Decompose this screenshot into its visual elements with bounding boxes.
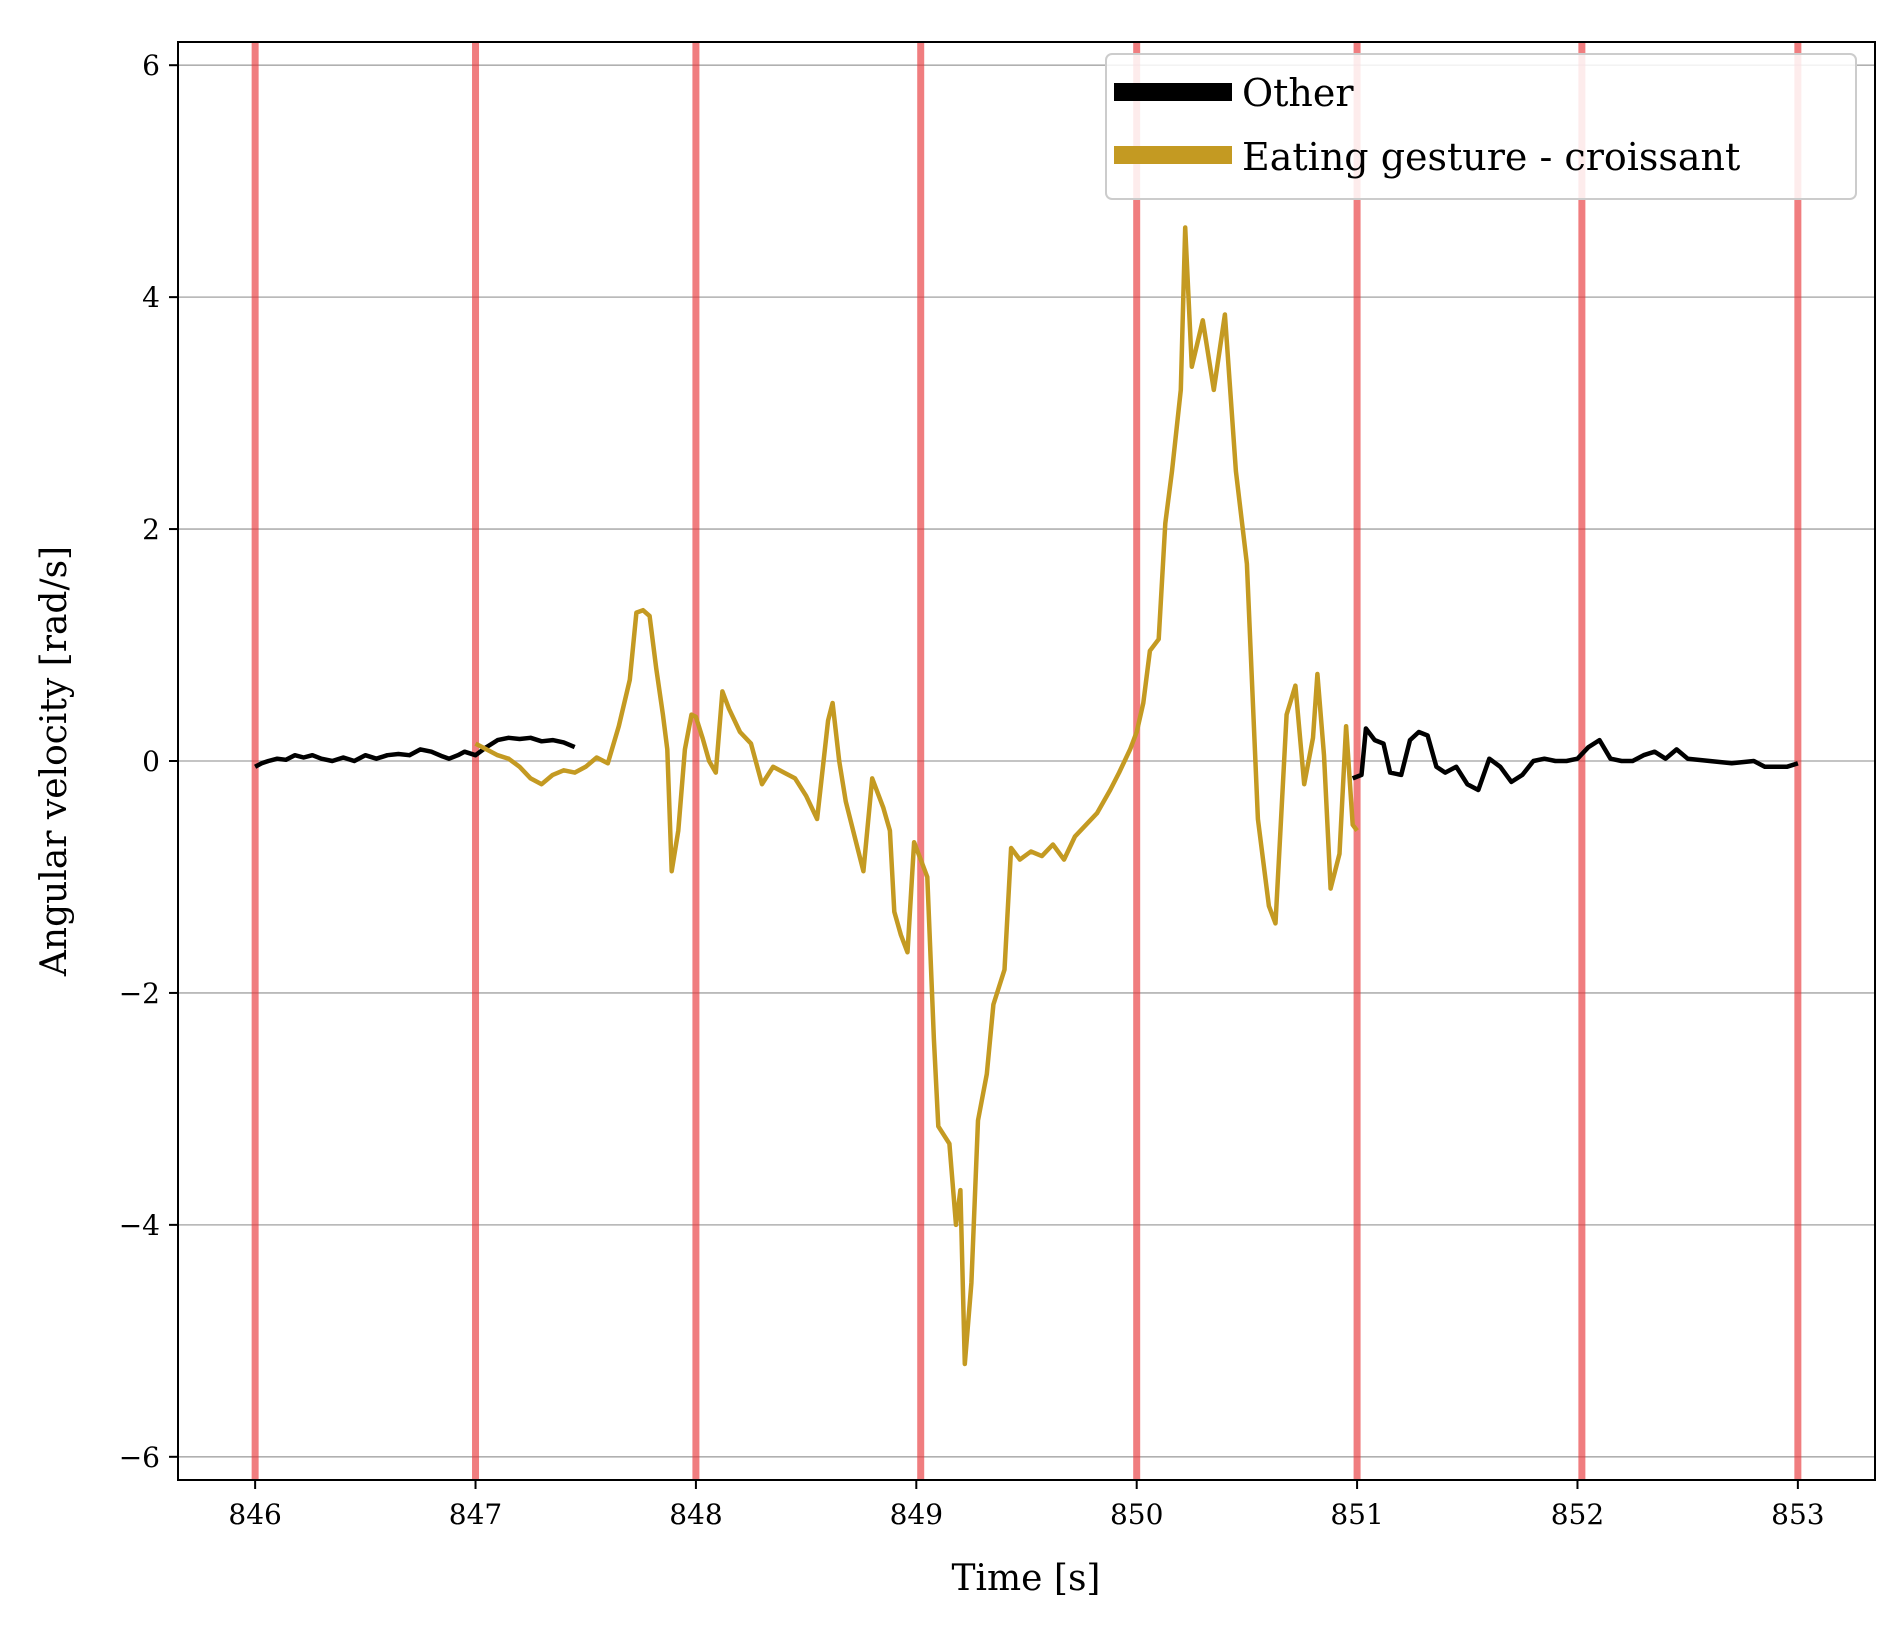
y-tick-label: 6 — [142, 49, 160, 82]
x-tick-label: 847 — [449, 1498, 502, 1531]
legend-label-eating-gesture: Eating gesture - croissant — [1242, 135, 1740, 179]
legend-swatch-eating-gesture — [1114, 146, 1232, 164]
x-axis: 846 847 848 849 850 851 852 853 — [228, 1480, 1825, 1531]
x-tick-label: 851 — [1330, 1498, 1383, 1531]
y-tick-label: 2 — [142, 513, 160, 546]
x-tick-label: 849 — [890, 1498, 943, 1531]
x-tick-label: 848 — [669, 1498, 722, 1531]
y-tick-label: 4 — [142, 281, 160, 314]
x-tick-label: 850 — [1110, 1498, 1163, 1531]
series-line-2 — [1351, 726, 1799, 793]
x-tick-label: 852 — [1551, 1498, 1604, 1531]
series-line-1 — [474, 225, 1359, 1367]
series-layer — [254, 225, 1799, 1367]
legend-swatch-other — [1114, 83, 1232, 101]
legend-box — [1105, 53, 1857, 200]
series-line-0 — [254, 735, 576, 769]
y-tick-label: 0 — [142, 745, 160, 778]
grid-layer — [178, 64, 1875, 1458]
y-axis-title: Angular velocity [rad/s] — [34, 546, 75, 977]
segment-boundaries — [251, 42, 1802, 1480]
x-axis-title: Time [s] — [952, 1558, 1101, 1599]
y-axis: 6 4 2 0 −2 −4 −6 — [119, 49, 178, 1474]
x-tick-label: 853 — [1771, 1498, 1824, 1531]
x-tick-label: 846 — [228, 1498, 281, 1531]
legend: Other Eating gesture - croissant — [1105, 53, 1857, 200]
y-tick-label: −6 — [119, 1441, 160, 1474]
y-tick-label: −2 — [119, 977, 160, 1010]
legend-label-other: Other — [1242, 71, 1354, 115]
y-tick-label: −4 — [119, 1209, 160, 1242]
